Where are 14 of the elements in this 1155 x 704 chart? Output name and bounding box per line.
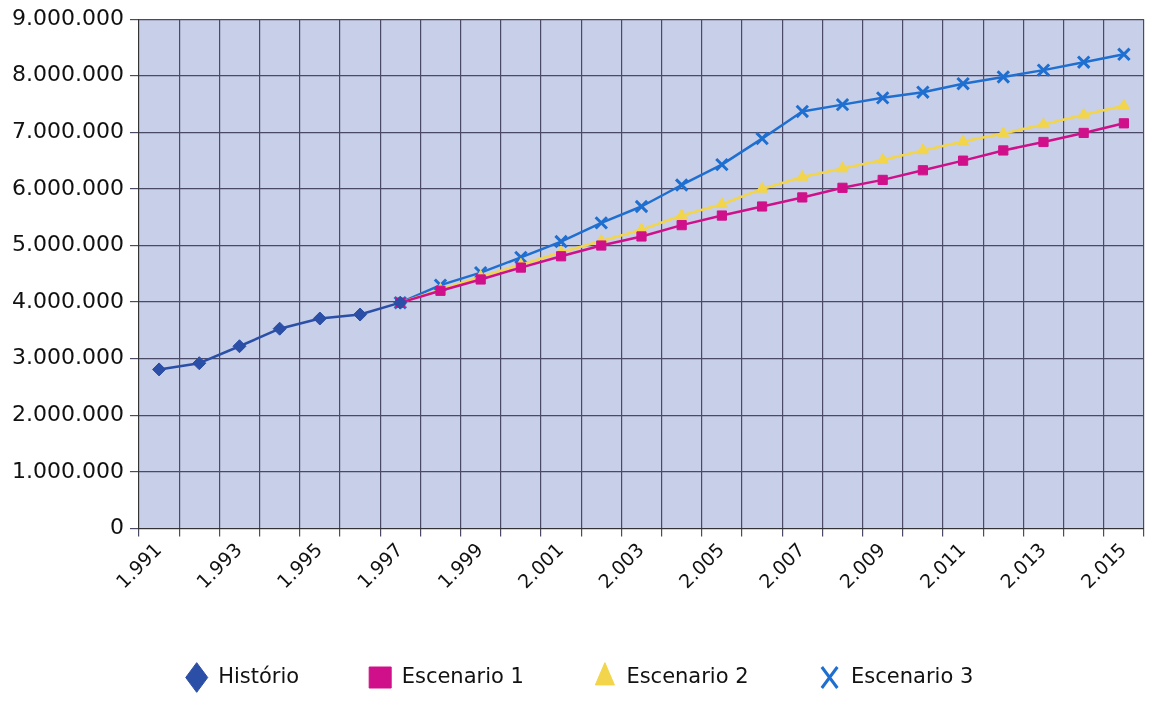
y-tick-label: 8.000.000 (12, 61, 124, 87)
y-tick-label: 5.000.000 (12, 231, 124, 257)
y-tick-label: 9.000.000 (12, 4, 124, 30)
legend-label: Escenario 3 (851, 663, 974, 688)
y-tick-label: 0 (109, 514, 124, 540)
legend-label: Escenario 2 (626, 663, 749, 688)
y-tick-label: 1.000.000 (12, 457, 124, 483)
y-tick-label: 7.000.000 (12, 118, 124, 144)
legend-label: Escenario 1 (401, 663, 524, 688)
y-tick-label: 6.000.000 (12, 174, 124, 200)
y-tick-label: 2.000.000 (12, 400, 124, 426)
y-tick-label: 4.000.000 (12, 287, 124, 313)
legend-label: Histório (218, 663, 300, 688)
y-tick-label: 3.000.000 (12, 344, 124, 370)
